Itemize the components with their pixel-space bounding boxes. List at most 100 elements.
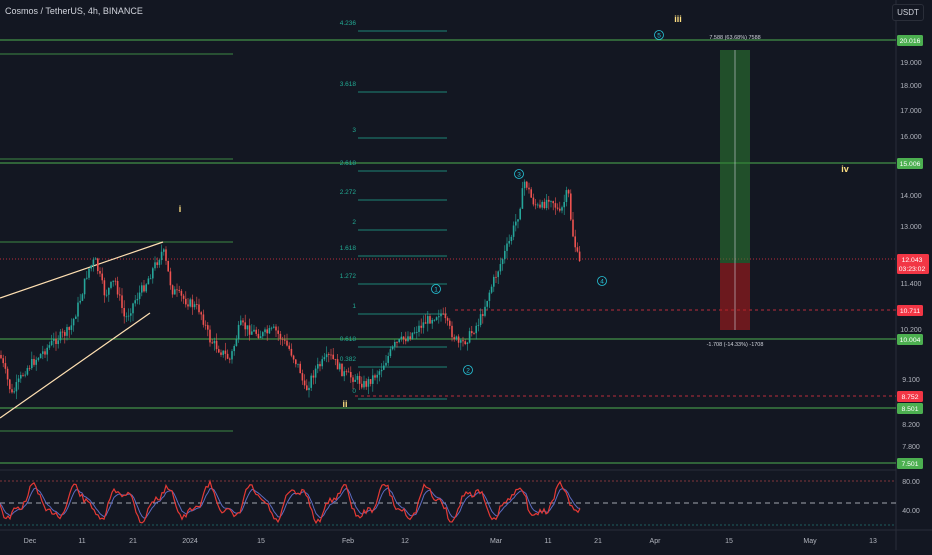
- candle-body: [218, 349, 220, 353]
- candle-body: [180, 290, 183, 296]
- wedge-lower-line[interactable]: [0, 312, 151, 419]
- price-label-bg: [897, 458, 923, 469]
- fib-extension[interactable]: 4.236 3.618 3 2.618 2.272 2 1.618 1.272 1 0.618 0.…: [340, 20, 447, 400]
- currency-button[interactable]: USDT: [892, 4, 924, 21]
- candle-body: [385, 362, 387, 366]
- candle-body: [372, 375, 374, 384]
- candle-body: [226, 353, 229, 359]
- price-label-20016: 20.016: [900, 38, 921, 45]
- circled-wave-5-label: 5: [657, 33, 661, 40]
- time-tick: 13: [869, 538, 877, 545]
- price-label-10004: 10.004: [900, 337, 921, 344]
- candle-body: [220, 352, 222, 355]
- circled-wave-5: 5: [654, 30, 664, 40]
- fib-level-label: 3.618: [340, 81, 357, 88]
- candle-body: [24, 374, 26, 376]
- candle-body: [422, 322, 425, 328]
- circled-wave-2-label: 2: [466, 368, 470, 375]
- circled-wave-1: 1: [431, 284, 441, 294]
- symbol-title[interactable]: Cosmos / TetherUS, 4h, BINANCE: [5, 6, 143, 16]
- price-tick: 19.000: [900, 60, 922, 67]
- horizontal-lines[interactable]: [0, 39, 896, 464]
- price-label-bg: [897, 35, 923, 46]
- candle-body: [64, 332, 66, 336]
- candle-body: [405, 339, 407, 342]
- candle-body: [240, 320, 242, 325]
- candle-body: [394, 342, 396, 347]
- candle-body: [270, 327, 273, 329]
- candle-body: [493, 276, 495, 287]
- candle-body: [75, 316, 77, 319]
- fib-level-label: 2.272: [340, 189, 357, 196]
- candle-body: [193, 304, 196, 308]
- candle-body: [363, 381, 365, 388]
- price-tick: 16.000: [900, 134, 922, 141]
- candle-body: [475, 325, 477, 334]
- candle-body: [57, 340, 59, 345]
- candle-body: [497, 271, 499, 278]
- price-axis[interactable]: 19.000 18.000 17.000 16.000 14.000 13.00…: [900, 60, 922, 515]
- candle-body: [13, 391, 15, 393]
- candle-body: [59, 331, 62, 341]
- candle-body: [543, 201, 546, 209]
- long-position-tool[interactable]: 7.588 (63.68%) 7588 -1.708 (-14.33%) -17…: [707, 35, 764, 348]
- rising-wedge[interactable]: [0, 241, 164, 419]
- candle-body: [314, 368, 317, 378]
- candle-body: [444, 313, 447, 319]
- candle-body: [512, 225, 515, 237]
- candle-body: [127, 315, 130, 317]
- candle-body: [11, 389, 13, 393]
- candle-body: [541, 201, 543, 208]
- candle-body: [576, 247, 579, 252]
- candle-body: [15, 382, 18, 392]
- candle-body: [209, 329, 211, 343]
- fib-level-label: 2: [352, 219, 356, 226]
- price-tick: 8.200: [902, 422, 920, 429]
- candle-body: [26, 368, 29, 375]
- rsi-tick: 40.00: [902, 508, 920, 515]
- candle-body: [539, 204, 541, 208]
- candle-body: [147, 278, 150, 285]
- candle-body: [141, 285, 143, 293]
- candle-body: [110, 281, 112, 288]
- candle-body: [332, 354, 334, 360]
- candle-body: [334, 359, 337, 360]
- candle-body: [33, 358, 35, 365]
- wave-label-ii: ii: [342, 399, 347, 409]
- candle-body: [154, 262, 156, 269]
- rsi-pane[interactable]: [0, 479, 896, 526]
- candle-body: [251, 331, 253, 335]
- time-axis[interactable]: Dec 11 21 2024 15 Feb 12 Mar 11 21 Apr 1…: [24, 538, 877, 545]
- wedge-upper-line[interactable]: [0, 241, 164, 299]
- price-label-bg: [897, 254, 929, 274]
- candle-body: [519, 208, 521, 220]
- candle-body: [358, 375, 361, 384]
- candle-body: [77, 302, 79, 317]
- candle-body: [275, 326, 277, 331]
- candle-body: [550, 201, 552, 202]
- candle-body: [279, 333, 282, 339]
- candle-body: [462, 340, 464, 342]
- candle-body: [473, 333, 475, 334]
- candle-body: [559, 208, 561, 211]
- candle-body: [526, 181, 528, 188]
- candle-body: [264, 329, 266, 333]
- candle-body: [460, 340, 462, 343]
- candle-body: [435, 317, 438, 320]
- candle-body: [35, 359, 37, 365]
- candle-body: [453, 337, 455, 340]
- candle-body: [490, 286, 493, 293]
- candle-body: [325, 354, 328, 358]
- candle-body: [391, 346, 394, 350]
- price-tick: 10.200: [900, 327, 922, 334]
- candle-body: [457, 336, 460, 343]
- price-tick: 14.000: [900, 193, 922, 200]
- candle-body: [407, 336, 409, 342]
- candle-body: [484, 306, 486, 316]
- circled-wave-3: 3: [514, 169, 524, 179]
- candle-body: [508, 241, 510, 244]
- candle-body: [561, 207, 563, 211]
- candle-body: [479, 314, 482, 326]
